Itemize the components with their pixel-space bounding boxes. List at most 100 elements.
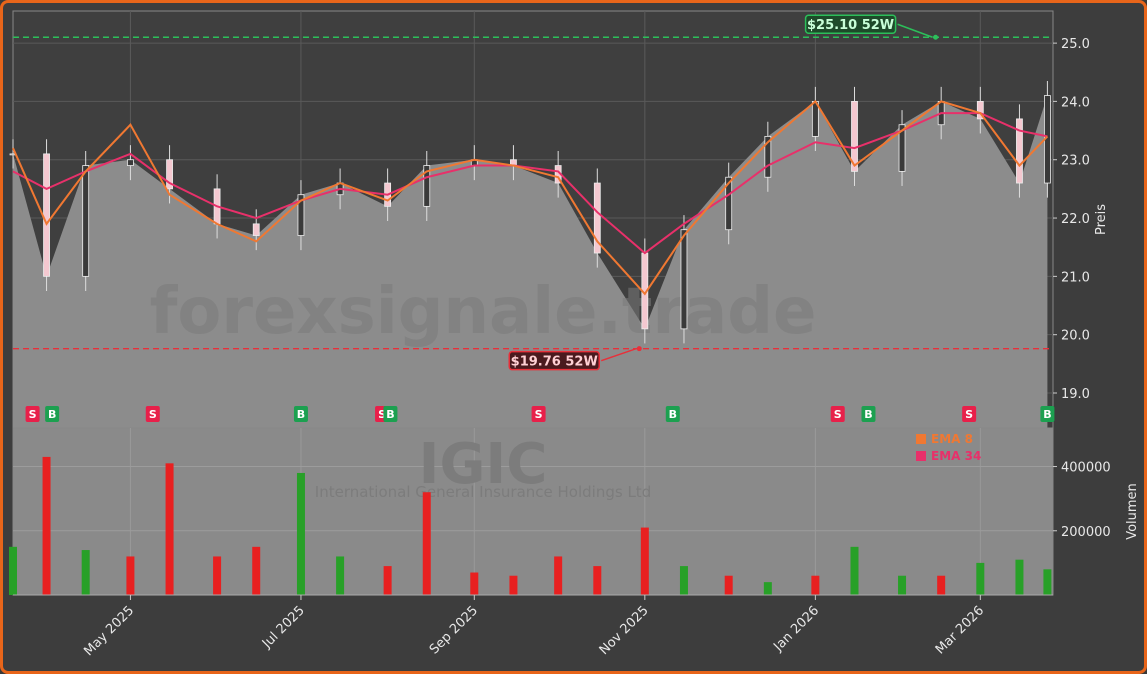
x-tick-label: Jan 2026 — [770, 603, 822, 655]
watermark-company: International General Insurance Holdings… — [315, 483, 651, 501]
legend-swatch — [916, 451, 926, 461]
volume-bar — [296, 472, 305, 595]
price-tick-label: 21.0 — [1061, 270, 1090, 285]
signal-label: B — [386, 408, 394, 421]
candle-body — [297, 194, 305, 236]
legend-swatch — [916, 434, 926, 444]
signal-label: S — [834, 408, 842, 421]
legend-label: EMA 34 — [931, 449, 981, 463]
volume-tick-label: 200000 — [1061, 525, 1111, 540]
volume-bar — [724, 575, 733, 595]
annotation-point — [933, 34, 939, 40]
candle-body — [593, 182, 601, 254]
volume-bar — [470, 572, 479, 595]
annotation-box — [804, 14, 897, 34]
volume-bar — [898, 575, 907, 595]
signal-label: S — [29, 408, 37, 421]
volume-bar — [383, 566, 392, 595]
price-panel: 19.0 20.0 21.0 22.0 23.0 24.0 25.0 Preis forexsi… — [9, 10, 1109, 595]
signal-label: B — [864, 408, 872, 421]
volume-bar — [9, 546, 17, 595]
ema8-line — [12, 99, 1049, 296]
x-tick-label: May 2025 — [81, 603, 137, 659]
volume-bar — [336, 556, 345, 595]
signal-marker — [45, 406, 60, 422]
annotation-box — [508, 350, 600, 371]
signal-label: B — [669, 408, 677, 421]
annotation-label: $25.10 52W — [807, 18, 894, 33]
price-axis-label: Preis — [1094, 204, 1109, 235]
watermark-ticker: IGIC — [419, 432, 548, 497]
signal-label: S — [378, 408, 386, 421]
x-tick-label: Nov 2025 — [597, 603, 652, 658]
price-tick-label: 22.0 — [1061, 212, 1090, 227]
volume-bar — [81, 550, 90, 595]
signal-marker — [665, 406, 680, 422]
signal-marker — [25, 406, 40, 422]
candle-body — [166, 159, 173, 190]
volume-bar — [42, 456, 51, 595]
volume-plot-area — [12, 427, 1054, 596]
price-tick-label: 19.0 — [1061, 387, 1090, 402]
candle-body — [252, 223, 260, 236]
candle-body — [127, 159, 134, 166]
price-tick-label: 24.0 — [1061, 95, 1090, 110]
candle-body — [764, 135, 772, 178]
signal-marker — [1040, 406, 1055, 422]
x-axis: May 2025 Jul 2025 Sep 2025 Nov 2025 Jan 2026… — [13, 594, 1053, 659]
annotation-arrow — [600, 347, 637, 362]
signal-marker — [962, 406, 977, 422]
signal-marker — [830, 406, 845, 422]
price-tick-label: 20.0 — [1061, 329, 1090, 344]
signal-marker — [383, 406, 398, 422]
candle-body — [423, 165, 431, 207]
signal-label: S — [535, 408, 543, 421]
price-tick-label: 23.0 — [1061, 154, 1090, 169]
candle-body — [43, 153, 50, 277]
annotation-point — [636, 346, 642, 352]
volume-tick-label: 400000 — [1061, 461, 1111, 476]
x-tick-label: Sep 2025 — [427, 603, 481, 657]
volume-bar — [679, 566, 688, 595]
volume-bar — [593, 566, 602, 595]
volume-bar — [937, 575, 946, 595]
candle-body — [680, 229, 688, 330]
legend-label: EMA 8 — [931, 432, 973, 446]
candle-body — [976, 100, 984, 120]
volume-bar — [252, 546, 261, 595]
volume-bar — [850, 546, 859, 595]
volume-bar — [811, 575, 820, 595]
volume-bar — [763, 582, 772, 595]
volume-bar — [640, 527, 649, 595]
volume-bar — [213, 556, 222, 595]
signal-label: B — [1043, 408, 1051, 421]
x-tick-label: Mar 2026 — [933, 603, 987, 657]
stock-chart: 19.0 20.0 21.0 22.0 23.0 24.0 25.0 Preis forexsi… — [9, 10, 1140, 659]
volume-bar — [976, 562, 985, 595]
signal-marker — [531, 406, 546, 422]
volume-bar — [509, 575, 518, 595]
candle-body — [82, 165, 90, 277]
candle-body — [1016, 118, 1023, 184]
annotation-arrow — [897, 23, 933, 38]
price-tick-label: 25.0 — [1061, 37, 1090, 52]
signal-label: B — [48, 408, 56, 421]
volume-bar — [1015, 559, 1024, 595]
signal-label: S — [149, 408, 157, 421]
x-tick-label: Jul 2025 — [259, 603, 308, 652]
signal-label: S — [965, 408, 973, 421]
signal-marker — [293, 406, 308, 422]
volume-bar — [554, 556, 563, 595]
annotation-label: $19.76 52W — [511, 355, 598, 370]
close-area — [13, 95, 1048, 428]
signal-marker — [145, 406, 160, 422]
ema34-line — [12, 112, 1048, 255]
volume-bar — [1043, 569, 1052, 595]
volume-bar — [422, 492, 431, 595]
candle-body — [851, 100, 858, 172]
watermark: forexsignale.trade — [150, 275, 817, 349]
candle-body — [898, 124, 906, 172]
signal-marker — [861, 406, 876, 422]
